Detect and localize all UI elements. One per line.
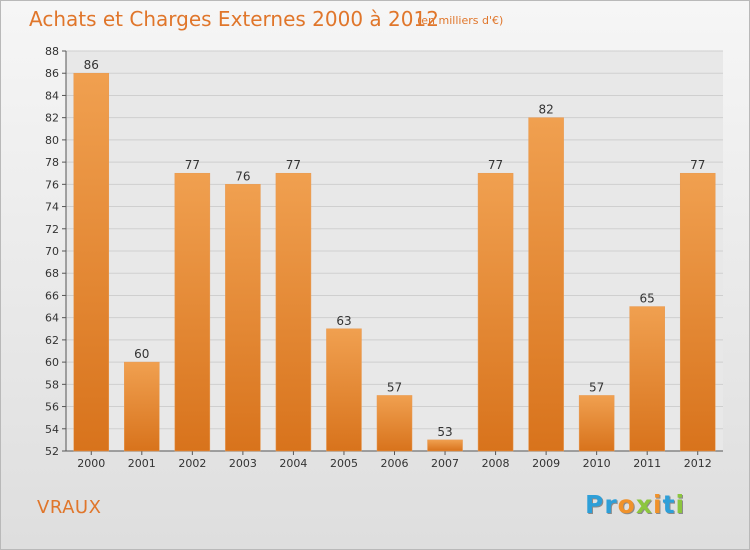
logo-letter: r [604,490,618,519]
y-tick-label: 86 [45,67,59,80]
bar-2002 [174,172,211,452]
bar-2005 [326,328,362,452]
value-label: 77 [690,158,705,172]
value-label: 77 [286,158,301,172]
bar-2008 [477,172,514,452]
x-tick-label: 2010 [583,457,611,470]
bar-2004 [275,172,312,452]
y-tick-label: 64 [45,312,59,325]
logo-letter: t [662,490,676,519]
logo-letter: i [675,490,686,519]
x-tick-label: 2011 [633,457,661,470]
y-tick-label: 56 [45,401,59,414]
y-tick-label: 52 [45,445,59,458]
y-tick-label: 88 [45,45,59,58]
y-tick-label: 70 [45,245,59,258]
x-tick-label: 2012 [684,457,712,470]
value-label: 76 [235,169,250,183]
commune-name: VRAUX [37,497,102,518]
x-tick-label: 2004 [279,457,307,470]
bar-2009 [528,117,564,452]
x-tick-label: 2001 [128,457,156,470]
y-tick-label: 62 [45,334,59,347]
y-tick-label: 78 [45,156,59,169]
y-tick-label: 74 [45,201,59,214]
value-label: 57 [589,380,604,394]
bar-2010 [578,395,615,452]
y-tick-label: 84 [45,89,59,102]
y-tick-label: 58 [45,378,59,391]
bar-2007 [427,439,463,452]
x-tick-label: 2006 [381,457,409,470]
y-tick-label: 76 [45,178,59,191]
bar-2006 [376,395,413,452]
bar-2001 [124,361,160,452]
y-tick-label: 80 [45,134,59,147]
x-tick-label: 2005 [330,457,358,470]
x-tick-label: 2002 [178,457,206,470]
x-tick-label: 2008 [482,457,510,470]
logo-letter: o [617,490,636,519]
value-label: 77 [185,158,200,172]
y-tick-label: 54 [45,423,59,436]
logo-letter: x [635,490,653,519]
value-label: 65 [640,292,655,306]
y-tick-label: 66 [45,289,59,302]
bars [73,72,716,452]
bar-2012 [679,172,716,452]
proxiti-logo: Proxiti [585,490,685,519]
x-tick-label: 2003 [229,457,257,470]
y-tick-label: 82 [45,112,59,125]
value-label: 82 [538,103,553,117]
logo-letter: P [585,490,605,519]
value-label: 86 [84,58,99,72]
y-tick-label: 72 [45,223,59,236]
x-tick-label: 2000 [77,457,105,470]
logo-letter: i [653,490,663,519]
chart-subtitle: (en milliers d'€) [417,14,504,27]
value-label: 63 [336,314,351,328]
value-label: 77 [488,158,503,172]
bar-2011 [629,306,665,452]
x-tick-label: 2007 [431,457,459,470]
chart-title: Achats et Charges Externes 2000 à 2012 [29,7,439,31]
labels: 52 54 56 58 60 62 64 66 68 70 72 74 76 78 80 82 84 86 88 86… [45,45,712,470]
y-tick-label: 68 [45,267,59,280]
bar-2000 [73,72,110,452]
x-tick-label: 2009 [532,457,560,470]
bar-2003 [225,184,261,452]
value-label: 60 [134,347,149,361]
value-label: 53 [437,425,452,439]
value-label: 57 [387,380,402,394]
y-tick-label: 60 [45,356,59,369]
